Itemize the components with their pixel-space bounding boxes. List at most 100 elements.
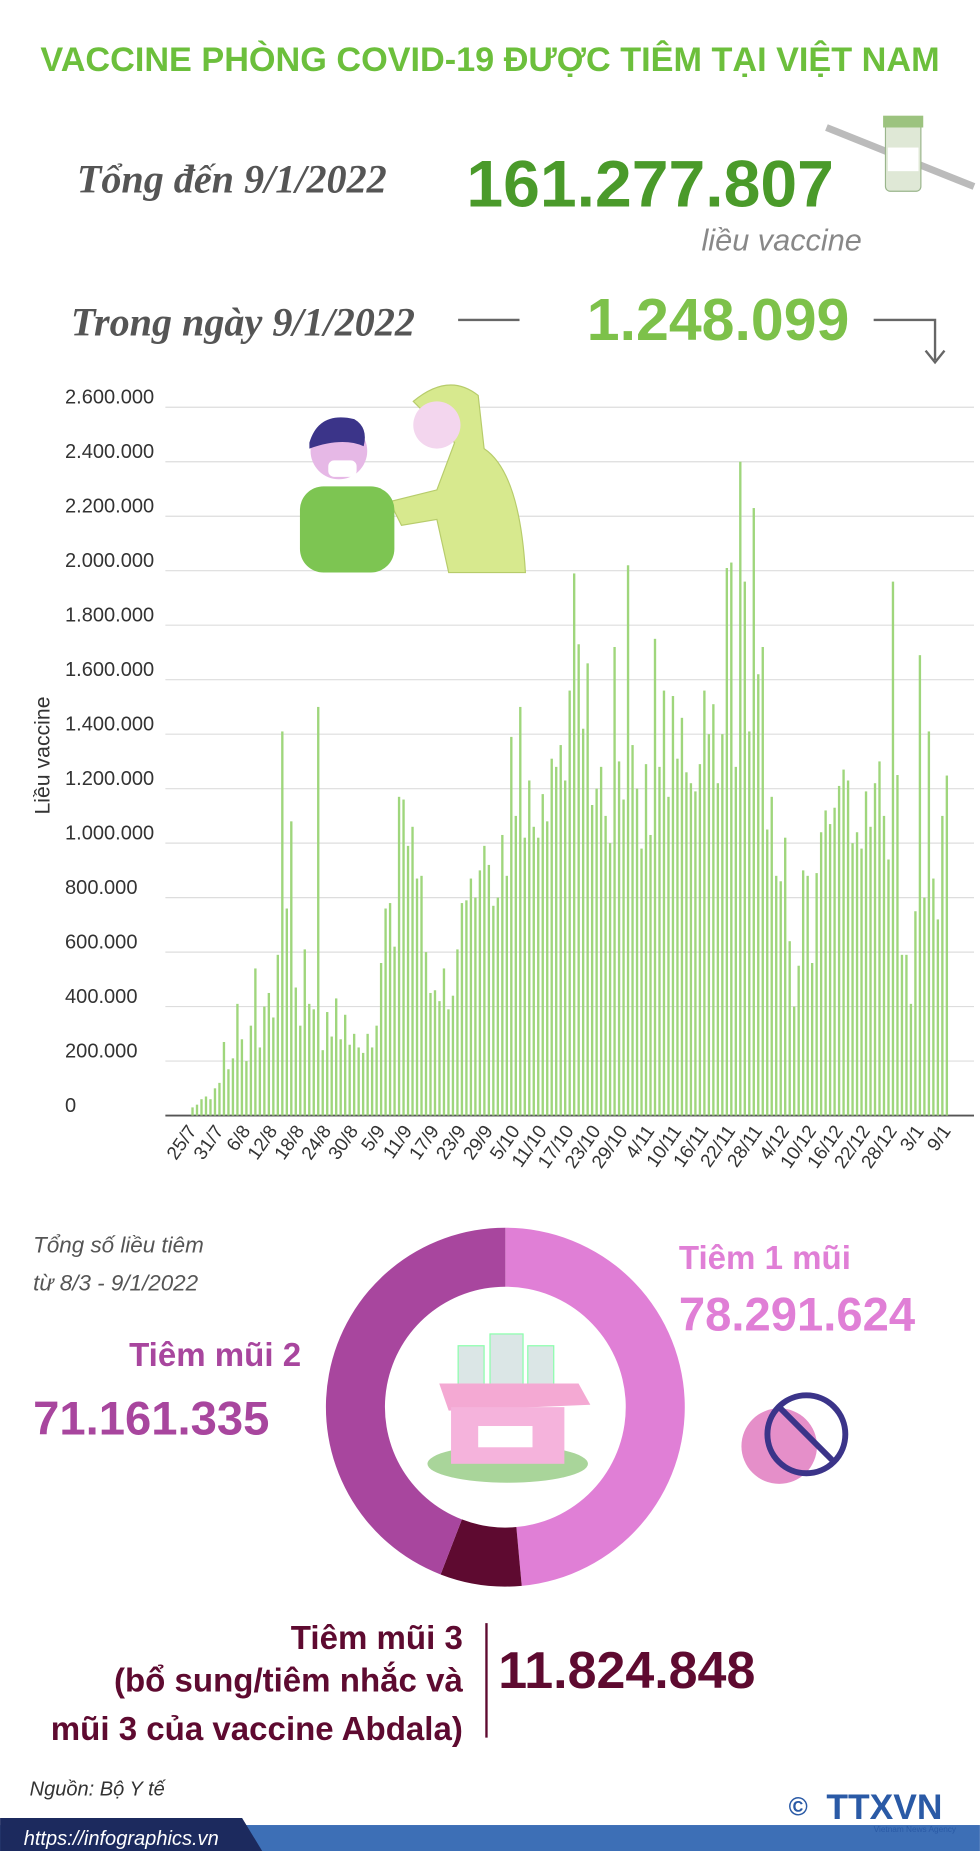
bar (662, 690, 666, 1116)
donut-chart: Tiêm 1 mũi 78.291.624 Tiêm mũi 2 71.161.335… (33, 1227, 915, 1748)
bar (285, 908, 288, 1116)
bar (317, 706, 320, 1116)
bar (514, 815, 517, 1116)
y-tick-label: 2.400.000 (65, 441, 154, 463)
bar (227, 1069, 230, 1116)
bar (743, 581, 746, 1116)
bar (572, 573, 576, 1116)
bar (770, 796, 773, 1116)
total-value: 161.277.807 (466, 148, 834, 222)
bar (218, 1082, 221, 1116)
bar (263, 1006, 266, 1116)
bar (505, 875, 509, 1116)
bar (635, 788, 639, 1116)
bar (379, 963, 383, 1116)
bar (577, 644, 580, 1116)
bar (281, 731, 284, 1116)
slice-label: Tiêm mũi 3 (291, 1620, 463, 1657)
bar (308, 1003, 311, 1116)
bar (644, 764, 648, 1116)
bar (581, 728, 585, 1116)
bar (204, 1096, 208, 1116)
y-tick-label: 0 (65, 1095, 76, 1117)
bar (590, 804, 594, 1116)
slice-value: 71.161.335 (33, 1392, 269, 1445)
bar (294, 987, 297, 1116)
bar (195, 1104, 199, 1116)
slice-value: 78.291.624 (679, 1288, 915, 1341)
bar (370, 1047, 374, 1116)
source: Nguồn: Bộ Y tế (30, 1779, 167, 1801)
bar (366, 1033, 369, 1116)
bar (447, 1009, 450, 1116)
bar (568, 690, 571, 1116)
copyright: © (789, 1792, 808, 1822)
bar (510, 736, 513, 1116)
donut-slice (325, 1227, 506, 1575)
bar (564, 780, 567, 1116)
bar (712, 704, 715, 1116)
bar (326, 1012, 329, 1116)
bar (222, 1042, 226, 1116)
bar (474, 897, 477, 1116)
bar (941, 815, 944, 1116)
bar (343, 1014, 347, 1116)
bar (528, 780, 531, 1116)
bar (793, 1006, 796, 1116)
total-label: Tổng đến 9/1/2022 (77, 156, 387, 201)
y-tick-label: 200.000 (65, 1041, 137, 1063)
bar (824, 810, 827, 1116)
bar (240, 1039, 244, 1116)
bar (860, 848, 863, 1116)
bar (555, 766, 558, 1116)
bar (231, 1058, 235, 1116)
bar (757, 674, 760, 1116)
bar (388, 903, 392, 1116)
bar (599, 766, 603, 1116)
day-label: Trong ngày 9/1/2022 (71, 299, 415, 344)
bar (671, 696, 675, 1116)
bar (918, 655, 922, 1116)
bar (833, 807, 836, 1116)
bar (272, 1017, 275, 1116)
bar (748, 731, 751, 1116)
bar (617, 761, 621, 1116)
bar (761, 646, 764, 1116)
bar (492, 905, 495, 1116)
bar (254, 968, 257, 1116)
bar (541, 794, 544, 1116)
y-tick-label: 1.400.000 (65, 714, 154, 736)
bar (267, 992, 271, 1116)
bar (842, 769, 845, 1116)
x-tick-label: 3/1 (896, 1122, 928, 1156)
bar (348, 1044, 351, 1116)
bar (828, 824, 832, 1116)
bar (604, 815, 607, 1116)
bar (339, 1039, 342, 1116)
box-illustration (427, 1333, 591, 1483)
y-tick-label: 1.200.000 (65, 768, 154, 790)
bar (608, 843, 612, 1116)
bar (236, 1003, 239, 1116)
bar (429, 992, 432, 1116)
bar (882, 815, 886, 1116)
url[interactable]: https://infographics.vn (24, 1828, 219, 1850)
bar (258, 1047, 262, 1116)
bar (775, 875, 778, 1116)
bar (855, 832, 859, 1116)
bar (707, 734, 711, 1116)
bar (801, 870, 805, 1116)
slice-label: (bổ sung/tiêm nhắc và (114, 1662, 464, 1700)
y-tick-label: 1.800.000 (65, 605, 154, 627)
bar (456, 949, 459, 1116)
donut-slice (440, 1519, 522, 1587)
bar (393, 946, 396, 1116)
y-tick-label: 400.000 (65, 986, 137, 1008)
bar (321, 1050, 324, 1116)
bar (779, 881, 782, 1116)
bar (303, 949, 306, 1116)
bar (680, 717, 684, 1116)
bar (851, 843, 854, 1116)
y-tick-label: 1.000.000 (65, 823, 154, 845)
bar (810, 963, 814, 1116)
